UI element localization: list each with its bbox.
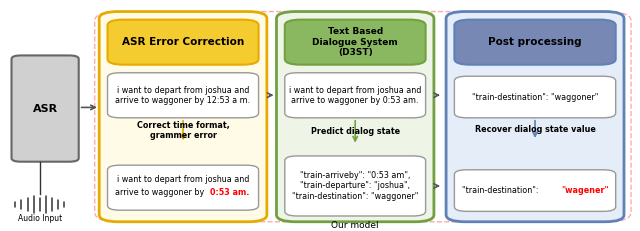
Text: Post processing: Post processing bbox=[488, 37, 582, 47]
FancyBboxPatch shape bbox=[454, 170, 616, 211]
Text: i want to depart from joshua and: i want to depart from joshua and bbox=[117, 175, 249, 184]
Text: Predict dialog state: Predict dialog state bbox=[310, 127, 400, 136]
Text: i want to depart from joshua and
arrive to waggoner by 0:53 am.: i want to depart from joshua and arrive … bbox=[289, 86, 421, 105]
FancyBboxPatch shape bbox=[446, 12, 624, 222]
FancyBboxPatch shape bbox=[454, 20, 616, 65]
Text: Audio Input: Audio Input bbox=[17, 214, 62, 223]
FancyBboxPatch shape bbox=[285, 20, 426, 65]
FancyBboxPatch shape bbox=[285, 73, 426, 118]
Text: Recover dialog state value: Recover dialog state value bbox=[475, 125, 595, 134]
FancyBboxPatch shape bbox=[285, 156, 426, 216]
FancyBboxPatch shape bbox=[108, 73, 259, 118]
Text: arrive to waggoner by: arrive to waggoner by bbox=[115, 188, 207, 197]
FancyBboxPatch shape bbox=[276, 12, 434, 222]
FancyBboxPatch shape bbox=[108, 20, 259, 65]
Text: ASR: ASR bbox=[33, 103, 58, 114]
Text: i want to depart from joshua and
arrive to waggoner by 12:53 a m.: i want to depart from joshua and arrive … bbox=[115, 86, 251, 105]
Text: Our model: Our model bbox=[332, 221, 379, 230]
FancyBboxPatch shape bbox=[454, 76, 616, 118]
FancyBboxPatch shape bbox=[99, 12, 267, 222]
FancyBboxPatch shape bbox=[12, 55, 79, 162]
Text: 0:53 am.: 0:53 am. bbox=[210, 188, 250, 197]
Text: "train-destination": "waggoner": "train-destination": "waggoner" bbox=[472, 93, 598, 101]
Text: "train-arriveby": "0:53 am",
"train-departure": "joshua",
"train-destination": ": "train-arriveby": "0:53 am", "train-depa… bbox=[292, 171, 419, 201]
Text: Text Based
Dialogue System
(D3ST): Text Based Dialogue System (D3ST) bbox=[312, 27, 398, 57]
FancyBboxPatch shape bbox=[108, 165, 259, 210]
Text: Correct time format,
grammer error: Correct time format, grammer error bbox=[137, 121, 229, 140]
Text: "train-destination":: "train-destination": bbox=[462, 186, 541, 195]
Text: "wagener": "wagener" bbox=[561, 186, 609, 195]
Text: ASR Error Correction: ASR Error Correction bbox=[122, 37, 244, 47]
